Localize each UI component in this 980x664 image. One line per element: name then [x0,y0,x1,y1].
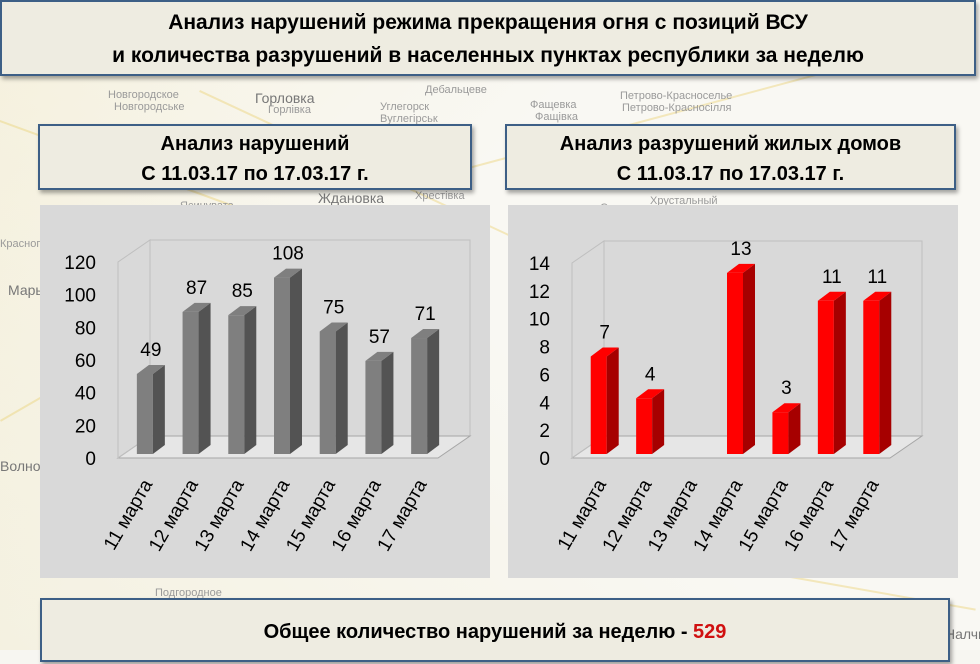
bar-value-label: 11 [822,267,842,288]
y-tick-label: 8 [539,338,550,359]
left-header-period: С 11.03.17 по 17.03.17 г. [141,163,369,185]
bar-top [411,329,440,339]
bar-value-label: 13 [730,239,751,260]
bar-top [636,389,665,399]
bar-value-label: 3 [781,378,792,399]
bar-value-label: 49 [140,340,161,361]
y-tick-label: 60 [75,351,96,372]
bar-value-label: 108 [272,244,304,265]
bar-side [198,302,211,454]
bar-side [879,291,892,454]
map-label: Дебальцеве [425,84,487,96]
bar-value-label: 57 [369,327,390,348]
bar-top [319,322,348,332]
y-tick-label: 0 [539,449,550,470]
map-label: Хрустальный [650,195,718,207]
bar-top [817,291,846,301]
map-label: Петрово-Красносілля [622,102,732,114]
map-label: Ждановка [318,190,385,206]
violations-chart: 0 20 40 60 80 100 120 49 11 марта 87 12 марта 85 13 … [40,205,490,578]
bar-top [274,268,302,278]
total-value: 529 [693,621,727,643]
bar-top [590,347,619,357]
bar-value-label: 75 [323,298,344,319]
bar-side [381,351,394,454]
right-header-title: Анализ разрушений жилых домов [559,133,902,155]
bar-top [727,263,755,273]
title-line-1: Анализ нарушений режима прекращения огня… [168,11,808,34]
bar-front [411,338,428,454]
y-tick-label: 2 [539,421,550,442]
bar-value-label: 11 [867,267,887,288]
bar-side [152,364,165,454]
bar-top [365,351,394,361]
y-tick-label: 20 [75,416,96,437]
total-label: Общее количество нарушений за неделю - [263,621,694,643]
bar-value-label: 4 [645,364,656,385]
bar-front [863,300,880,454]
bar-front [274,277,290,454]
title-line-2: и количества разрушений в населенных пун… [112,44,864,67]
map-label: Углегорск [380,101,430,113]
bar-side [427,329,440,454]
map-label: Петрово-Красноселье [620,90,733,102]
y-tick-label: 40 [75,384,96,405]
bar-front [182,311,199,454]
total-violations-banner: Общее количество нарушений за неделю - 5… [40,598,950,662]
y-tick-label: 14 [529,254,551,275]
left-header-title: Анализ нарушений [160,133,350,155]
map-label: Фащівка [535,111,578,123]
bar-side [290,268,302,454]
y-tick-label: 0 [85,449,96,470]
y-tick-label: 6 [539,365,550,386]
destruction-chart: 0 2 4 6 8 10 12 14 7 11 марта 4 12 марта 13 марта 13 1… [508,205,958,578]
bar-top [182,302,211,312]
left-chart-header: Анализ нарушений С 11.03.17 по 17.03.17 … [38,124,472,190]
bar-top [772,403,801,413]
bar-top [228,306,257,316]
map-label: Налчик [945,626,980,642]
bar-front [365,360,382,454]
bar-side [652,389,665,454]
y-tick-label: 12 [529,282,550,303]
bar-side [244,306,257,454]
bar-front [636,398,653,454]
page-title: Анализ нарушений режима прекращения огня… [0,0,976,76]
bar-value-label: 87 [186,278,207,299]
map-label: Подгородное [155,587,222,599]
map-label: Вуглегірськ [380,113,438,125]
y-tick-label: 100 [64,286,96,307]
map-label: Хрестівка [415,190,465,202]
y-tick-label: 80 [75,318,96,339]
bar-value-label: 7 [599,323,610,344]
bar-side [788,403,801,454]
y-tick-label: 10 [529,310,550,331]
right-chart-header: Анализ разрушений жилых домов С 11.03.17… [505,124,956,190]
bar-front [590,356,607,454]
bar-side [743,263,755,454]
bar-front [228,315,245,454]
map-label: Новгородське [114,101,185,113]
map-label: Фащевка [530,99,577,111]
bar-front [727,272,743,454]
bar-value-label: 71 [415,304,436,325]
map-label: Новгородское [108,89,179,101]
bar-value-label: 85 [232,281,253,302]
map-label: Горловка [255,90,315,106]
bar-top [136,364,165,374]
right-header-period: С 11.03.17 по 17.03.17 г. [616,163,845,185]
bar-side [833,291,846,454]
bar-side [606,347,619,454]
bar-front [136,373,153,454]
bar-front [817,300,834,454]
y-tick-label: 4 [539,393,550,414]
bar-front [319,331,336,454]
bar-top [863,291,892,301]
map-label: Горлівка [268,104,311,116]
bar-front [772,412,789,454]
y-tick-label: 120 [64,253,96,274]
bar-side [335,322,348,454]
